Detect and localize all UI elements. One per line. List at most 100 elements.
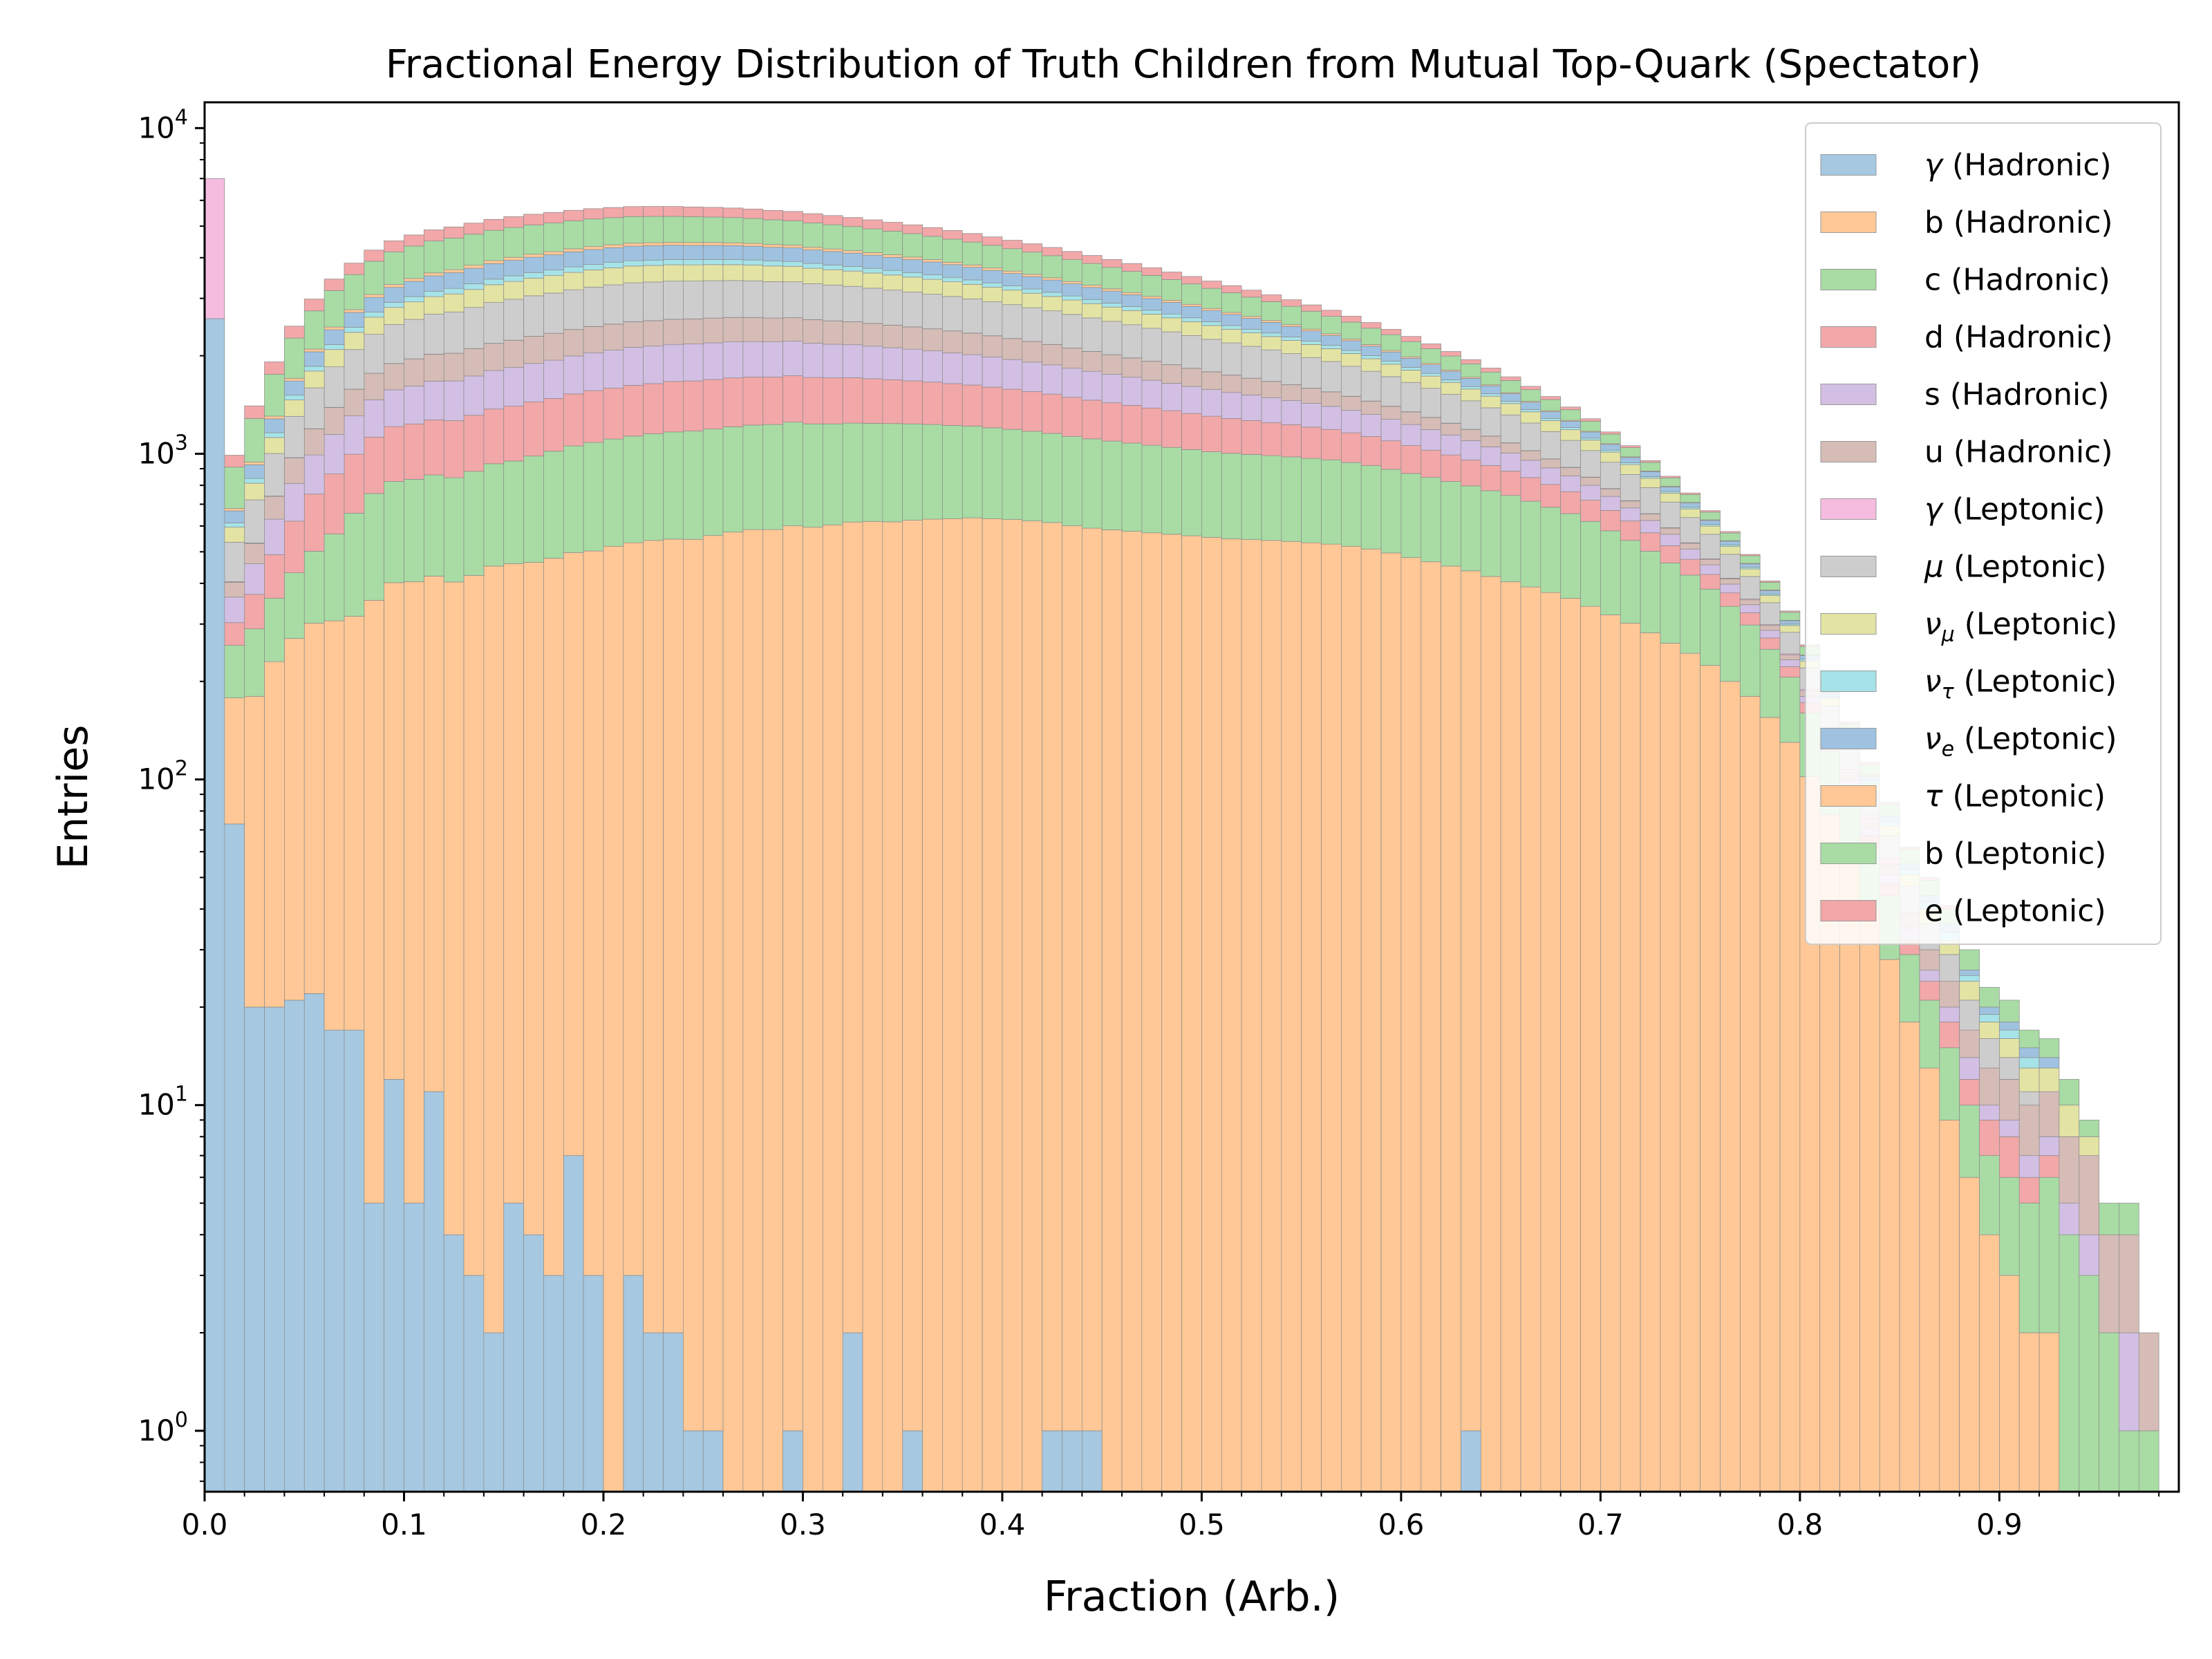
histogram-bar: [1620, 540, 1641, 624]
histogram-bar: [1121, 263, 1143, 272]
x-tick-label: 0.7: [1577, 1508, 1624, 1541]
histogram-bar: [2119, 1430, 2139, 1492]
histogram-bar: [1221, 292, 1242, 313]
legend-swatch: [1820, 498, 1877, 520]
histogram-bar: [1560, 440, 1581, 468]
histogram-bar: [1161, 279, 1182, 301]
histogram-bar: [1500, 401, 1521, 404]
histogram-bar: [2018, 1203, 2040, 1333]
histogram-bar: [1062, 314, 1082, 348]
histogram-bar: [1321, 335, 1342, 346]
histogram-bar: [762, 377, 783, 425]
histogram-bar: [423, 275, 444, 292]
histogram-bar: [364, 250, 384, 262]
histogram-bar: [1181, 283, 1202, 305]
histogram-bar: [1500, 393, 1521, 402]
histogram-bar: [1321, 333, 1342, 336]
histogram-bar: [244, 482, 265, 500]
histogram-bar: [1680, 508, 1700, 518]
histogram-bar: [803, 343, 823, 378]
histogram-bar: [1321, 361, 1342, 393]
histogram-bar: [1081, 287, 1103, 300]
histogram-bar: [1101, 267, 1123, 290]
histogram-bar: [1261, 397, 1282, 423]
histogram-bar: [1560, 429, 1581, 441]
histogram-bar: [603, 350, 624, 388]
histogram-bar: [583, 270, 604, 288]
histogram-bar: [1261, 422, 1282, 456]
histogram-bar: [962, 517, 983, 1492]
histogram-bar: [344, 1029, 365, 1492]
histogram-bar: [1480, 385, 1501, 395]
histogram-bar: [503, 275, 524, 282]
histogram-bar: [1301, 304, 1322, 312]
histogram-bar: [1660, 487, 1681, 492]
histogram-bar: [1660, 643, 1681, 1492]
histogram-bar: [1461, 400, 1481, 430]
histogram-bar: [1660, 491, 1681, 494]
histogram-bar: [1301, 403, 1322, 428]
histogram-bar: [364, 599, 384, 1203]
histogram-bar: [1181, 413, 1202, 450]
histogram-bar: [663, 245, 684, 260]
y-tick-label: 100: [138, 1408, 188, 1447]
histogram-bar: [1959, 1177, 1980, 1492]
histogram-bar: [1720, 579, 1741, 585]
histogram-bar: [1201, 308, 1222, 311]
histogram-bar: [523, 278, 544, 297]
histogram-bar: [384, 301, 404, 308]
histogram-bar: [2018, 1047, 2040, 1058]
histogram-bar: [722, 217, 744, 243]
histogram-bar: [1520, 422, 1541, 451]
histogram-bar: [1620, 445, 1641, 448]
histogram-bar: [762, 341, 783, 377]
histogram-bar: [1241, 332, 1262, 347]
histogram-bar: [244, 418, 265, 462]
histogram-bar: [1700, 574, 1721, 590]
histogram-bar: [264, 437, 285, 454]
histogram-bar: [1400, 370, 1422, 383]
histogram-bar: [244, 563, 265, 595]
histogram-bar: [942, 264, 963, 278]
histogram-bar: [1101, 374, 1123, 404]
histogram-bar: [702, 242, 724, 246]
histogram-bar: [1181, 306, 1202, 319]
histogram-bar: [1161, 331, 1182, 365]
histogram-bar: [443, 353, 465, 382]
histogram-bar: [503, 367, 524, 406]
histogram-bar: [404, 581, 424, 1203]
histogram-bar: [1062, 251, 1082, 260]
y-tick-label: 102: [138, 757, 188, 796]
histogram-bar: [962, 354, 983, 386]
histogram-bar: [1759, 581, 1781, 583]
histogram-bar: [882, 222, 903, 232]
histogram-bar: [404, 386, 424, 424]
histogram-bar: [1640, 551, 1661, 633]
histogram-bar: [303, 429, 325, 456]
histogram-bar: [1620, 464, 1641, 475]
histogram-bar: [1201, 536, 1222, 1492]
histogram-bar: [902, 520, 923, 1432]
histogram-bar: [1101, 288, 1123, 292]
histogram-bar: [1461, 460, 1481, 487]
histogram-bar: [523, 254, 544, 258]
histogram-bar: [623, 435, 644, 543]
histogram-bar: [982, 236, 1003, 246]
histogram-bar: [503, 563, 524, 1203]
histogram-bar: [1779, 612, 1801, 621]
histogram-bar: [2059, 1203, 2080, 1235]
histogram-bar: [1660, 501, 1681, 528]
histogram-bar: [1141, 407, 1163, 446]
histogram-bar: [1480, 490, 1501, 577]
histogram-bar: [423, 296, 444, 315]
histogram-bar: [1461, 364, 1481, 378]
histogram-bar: [1081, 1430, 1103, 1492]
histogram-bar: [1959, 1079, 1980, 1106]
histogram-bar: [1779, 610, 1801, 613]
histogram-bar: [643, 433, 664, 541]
histogram-bar: [1600, 488, 1621, 497]
histogram-bar: [1520, 411, 1541, 424]
legend-swatch: [1820, 326, 1877, 348]
histogram-bar: [1241, 395, 1262, 421]
y-tick-label: 101: [138, 1082, 188, 1122]
